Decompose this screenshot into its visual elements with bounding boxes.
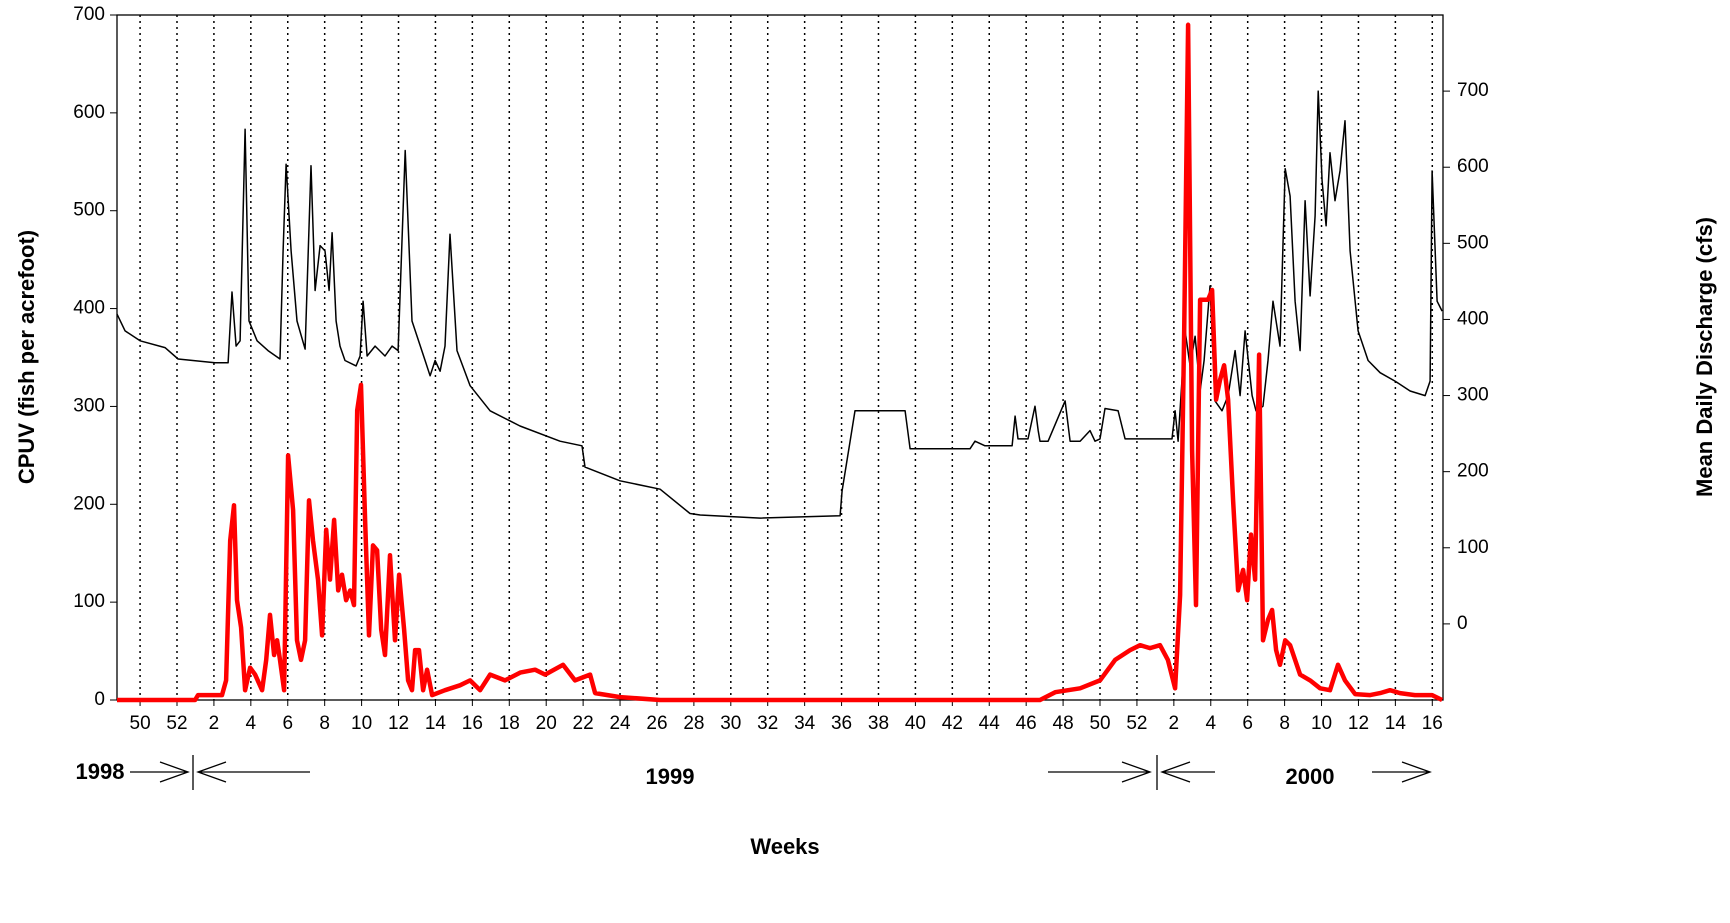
x-tick-label: 12 xyxy=(388,713,409,734)
x-tick-label: 8 xyxy=(1279,713,1290,734)
arrow xyxy=(1160,761,1215,783)
x-tick-label: 22 xyxy=(573,713,594,734)
y2-tick-label: 400 xyxy=(1457,308,1489,329)
y2-tick-label: 0 xyxy=(1457,613,1468,634)
x-tick-label: 38 xyxy=(868,713,889,734)
x-tick-label: 10 xyxy=(1311,713,1332,734)
x-tick-label: 14 xyxy=(1385,713,1407,734)
year-label: 1999 xyxy=(646,764,695,789)
x-tick-label: 2 xyxy=(209,713,220,734)
y-tick-label: 700 xyxy=(73,4,105,25)
x-axis-label: Weeks xyxy=(750,834,819,859)
arrow xyxy=(196,761,310,783)
x-tick-label: 50 xyxy=(130,713,151,734)
x-tick-label: 10 xyxy=(351,713,372,734)
plot-frame xyxy=(116,14,1444,701)
x-tick-label: 26 xyxy=(646,713,667,734)
y-tick-label: 500 xyxy=(73,200,105,221)
x-tick-label: 44 xyxy=(979,713,1001,734)
x-tick-label: 30 xyxy=(720,713,741,734)
x-tick-label: 34 xyxy=(794,713,816,734)
y2-tick-label: 700 xyxy=(1457,80,1489,101)
y2-tick-label: 300 xyxy=(1457,385,1489,406)
year-label: 2000 xyxy=(1286,764,1335,789)
y2-axis-label: Mean Daily Discharge (cfs) xyxy=(1692,217,1717,497)
x-tick-label: 14 xyxy=(425,713,447,734)
y2-tick-label: 100 xyxy=(1457,537,1489,558)
y-tick-label: 200 xyxy=(73,493,105,514)
x-tick-label: 6 xyxy=(1242,713,1253,734)
y-tick-label: 300 xyxy=(73,395,105,416)
y-tick-label: 600 xyxy=(73,102,105,123)
x-tick-label: 52 xyxy=(166,713,187,734)
y2-tick-label: 200 xyxy=(1457,461,1489,482)
x-tick-label: 2 xyxy=(1169,713,1180,734)
x-tick-label: 32 xyxy=(757,713,778,734)
y2-tick-label: 600 xyxy=(1457,156,1489,177)
x-tick-label: 52 xyxy=(1126,713,1147,734)
x-tick-label: 8 xyxy=(319,713,330,734)
y-axis-label: CPUV (fish per acrefoot) xyxy=(14,230,39,484)
x-tick-label: 18 xyxy=(499,713,520,734)
x-tick-label: 16 xyxy=(1422,713,1443,734)
x-tick-label: 46 xyxy=(1016,713,1037,734)
x-tick-label: 40 xyxy=(905,713,926,734)
y-tick-label: 100 xyxy=(73,591,105,612)
x-tick-label: 28 xyxy=(683,713,704,734)
x-tick-label: 6 xyxy=(282,713,293,734)
x-tick-label: 24 xyxy=(609,713,631,734)
x-tick-label: 16 xyxy=(462,713,483,734)
arrow xyxy=(1372,761,1432,783)
x-tick-label: 42 xyxy=(942,713,963,734)
arrow xyxy=(130,761,190,783)
x-tick-label: 4 xyxy=(1205,713,1216,734)
x-tick-label: 12 xyxy=(1348,713,1369,734)
y2-tick-label: 500 xyxy=(1457,232,1489,253)
x-tick-label: 20 xyxy=(536,713,557,734)
year-label: 1998 xyxy=(76,759,125,784)
x-tick-label: 36 xyxy=(831,713,852,734)
x-tick-label: 4 xyxy=(246,713,257,734)
data-line xyxy=(117,22,1444,703)
year-arrows xyxy=(130,755,1432,790)
y-tick-label: 0 xyxy=(94,689,105,710)
x-tick-label: 50 xyxy=(1089,713,1110,734)
x-tick-label: 48 xyxy=(1053,713,1074,734)
arrow xyxy=(1048,761,1152,783)
y-tick-label: 400 xyxy=(73,298,105,319)
data-line xyxy=(116,90,1443,519)
